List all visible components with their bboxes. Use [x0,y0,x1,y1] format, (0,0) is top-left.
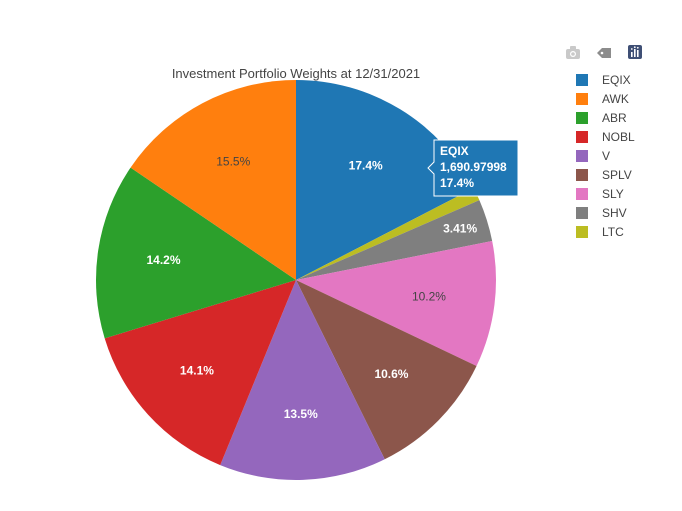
legend-swatch [576,131,588,143]
pie-slice-splv[interactable] [296,280,477,460]
legend-label: SHV [602,206,627,220]
pie-slice-shv[interactable] [296,200,493,280]
legend-swatch [576,112,588,124]
hover-percent: 17.4% [440,176,474,190]
legend-label: ABR [602,111,627,125]
legend-swatch [576,188,588,200]
slice-label-v: 13.5% [284,407,318,421]
legend-label: V [602,149,610,163]
legend: EQIX AWK ABR NOBL V SPLV SLY SHV LTC [576,73,635,239]
legend-swatch [576,150,588,162]
legend-item-awk[interactable]: AWK [576,92,629,106]
slice-label-abr: 14.2% [146,253,180,267]
hover-label: EQIX [440,144,469,158]
legend-item-ltc[interactable]: LTC [576,225,624,239]
camera-icon[interactable] [566,46,580,59]
hover-box [427,139,519,197]
legend-label: SLY [602,187,624,201]
legend-item-shv[interactable]: SHV [576,206,627,220]
legend-label: NOBL [602,130,635,144]
legend-item-splv[interactable]: SPLV [576,168,632,182]
legend-item-v[interactable]: V [576,149,610,163]
slice-label-nobl: 14.1% [180,363,214,377]
legend-swatch [576,169,588,181]
slice-label-splv: 10.6% [374,367,408,381]
legend-swatch [576,207,588,219]
legend-item-sly[interactable]: SLY [576,187,624,201]
legend-label: LTC [602,225,624,239]
pie-slice-ltc[interactable] [296,188,480,280]
slice-label-shv: 3.41% [443,222,477,236]
slice-label-eqix: 17.4% [349,159,383,173]
pie-slice-eqix[interactable] [296,80,474,280]
chart-title: Investment Portfolio Weights at 12/31/20… [172,66,420,81]
plotly-logo-icon[interactable] [628,45,642,59]
legend-label: SPLV [602,168,632,182]
legend-swatch [576,226,588,238]
pie-slice-nobl[interactable] [104,280,296,466]
slice-label-sly: 10.2% [412,290,446,304]
modebar [566,45,642,59]
pie-slices [96,80,496,480]
legend-item-abr[interactable]: ABR [576,111,627,125]
hover-tooltip: EQIX 1,690.97998 17.4% [427,139,519,197]
legend-label: EQIX [602,73,631,87]
pie-slice-awk[interactable] [130,80,296,280]
legend-swatch [576,74,588,86]
tag-icon[interactable] [597,48,611,58]
pie-slice-v[interactable] [220,280,385,480]
pie-slice-abr[interactable] [96,167,297,339]
legend-label: AWK [602,92,629,106]
legend-item-nobl[interactable]: NOBL [576,130,635,144]
legend-item-eqix[interactable]: EQIX [576,73,631,87]
slice-label-awk: 15.5% [216,155,250,169]
pie-slice-sly[interactable] [296,241,496,367]
hover-value: 1,690.97998 [440,160,507,174]
legend-swatch [576,93,588,105]
